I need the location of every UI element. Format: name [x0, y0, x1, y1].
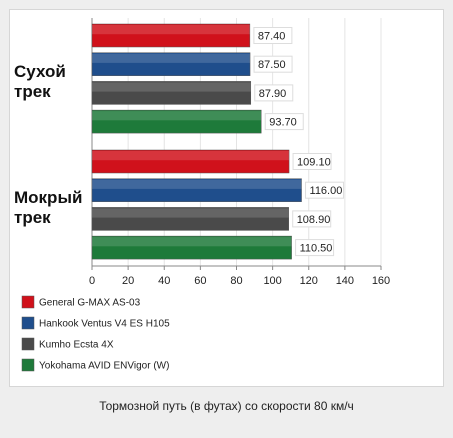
value-label: 87.50	[258, 59, 286, 71]
legend-swatch	[21, 316, 35, 330]
bar-shine	[92, 111, 262, 121]
value-label-box	[253, 27, 293, 44]
value-label-box	[292, 153, 332, 170]
legend-label: General G-MAX AS-03	[39, 298, 141, 309]
value-label-box	[292, 210, 332, 228]
bar	[91, 207, 289, 231]
legend-swatch	[21, 337, 35, 351]
bar-shine	[92, 53, 251, 63]
value-label-box	[253, 55, 293, 73]
x-tick-label: 100	[263, 275, 281, 287]
x-tick-label: 80	[230, 275, 242, 287]
bar	[91, 149, 290, 174]
bar	[91, 178, 302, 202]
value-label: 87.40	[258, 30, 286, 42]
bar-shine	[92, 208, 289, 218]
group-label: Мокрый трек	[14, 187, 83, 227]
value-label: 108.90	[297, 214, 331, 226]
legend-swatch	[21, 358, 35, 372]
value-label: 87.90	[259, 88, 287, 100]
legend-label: Hankook Ventus V4 ES H105	[39, 319, 170, 330]
bar	[91, 235, 292, 260]
bar-shine	[92, 179, 302, 189]
bar-shine	[92, 25, 250, 35]
x-tick-label: 0	[89, 275, 95, 287]
legend-label: Kumho Ecsta 4X	[39, 340, 114, 351]
value-label: 116.00	[310, 185, 343, 197]
legend-swatch	[21, 295, 35, 309]
x-tick-label: 20	[122, 275, 134, 287]
value-label-box	[254, 84, 294, 102]
value-label-box	[264, 113, 304, 131]
bar-shine	[92, 151, 290, 161]
bar	[91, 52, 251, 76]
value-label-box	[295, 239, 335, 257]
bar	[91, 23, 251, 48]
value-label: 93.70	[269, 117, 297, 129]
value-label: 110.50	[300, 243, 333, 255]
x-tick-label: 140	[336, 275, 354, 287]
bar	[91, 81, 252, 105]
value-label: 109.10	[297, 156, 331, 168]
value-label-box	[305, 181, 345, 199]
bar	[91, 109, 262, 134]
x-tick-label: 40	[158, 275, 170, 287]
bar-shine	[92, 82, 251, 92]
caption: Тормозной путь (в футах) со скорости 80 …	[99, 399, 354, 413]
group-label: Сухой трек	[14, 61, 66, 101]
legend-label: Yokohama AVID ENVigor (W)	[39, 361, 169, 372]
bar-shine	[92, 237, 292, 247]
x-tick-label: 120	[300, 275, 318, 287]
x-tick-label: 60	[194, 275, 206, 287]
x-tick-label: 160	[372, 275, 390, 287]
